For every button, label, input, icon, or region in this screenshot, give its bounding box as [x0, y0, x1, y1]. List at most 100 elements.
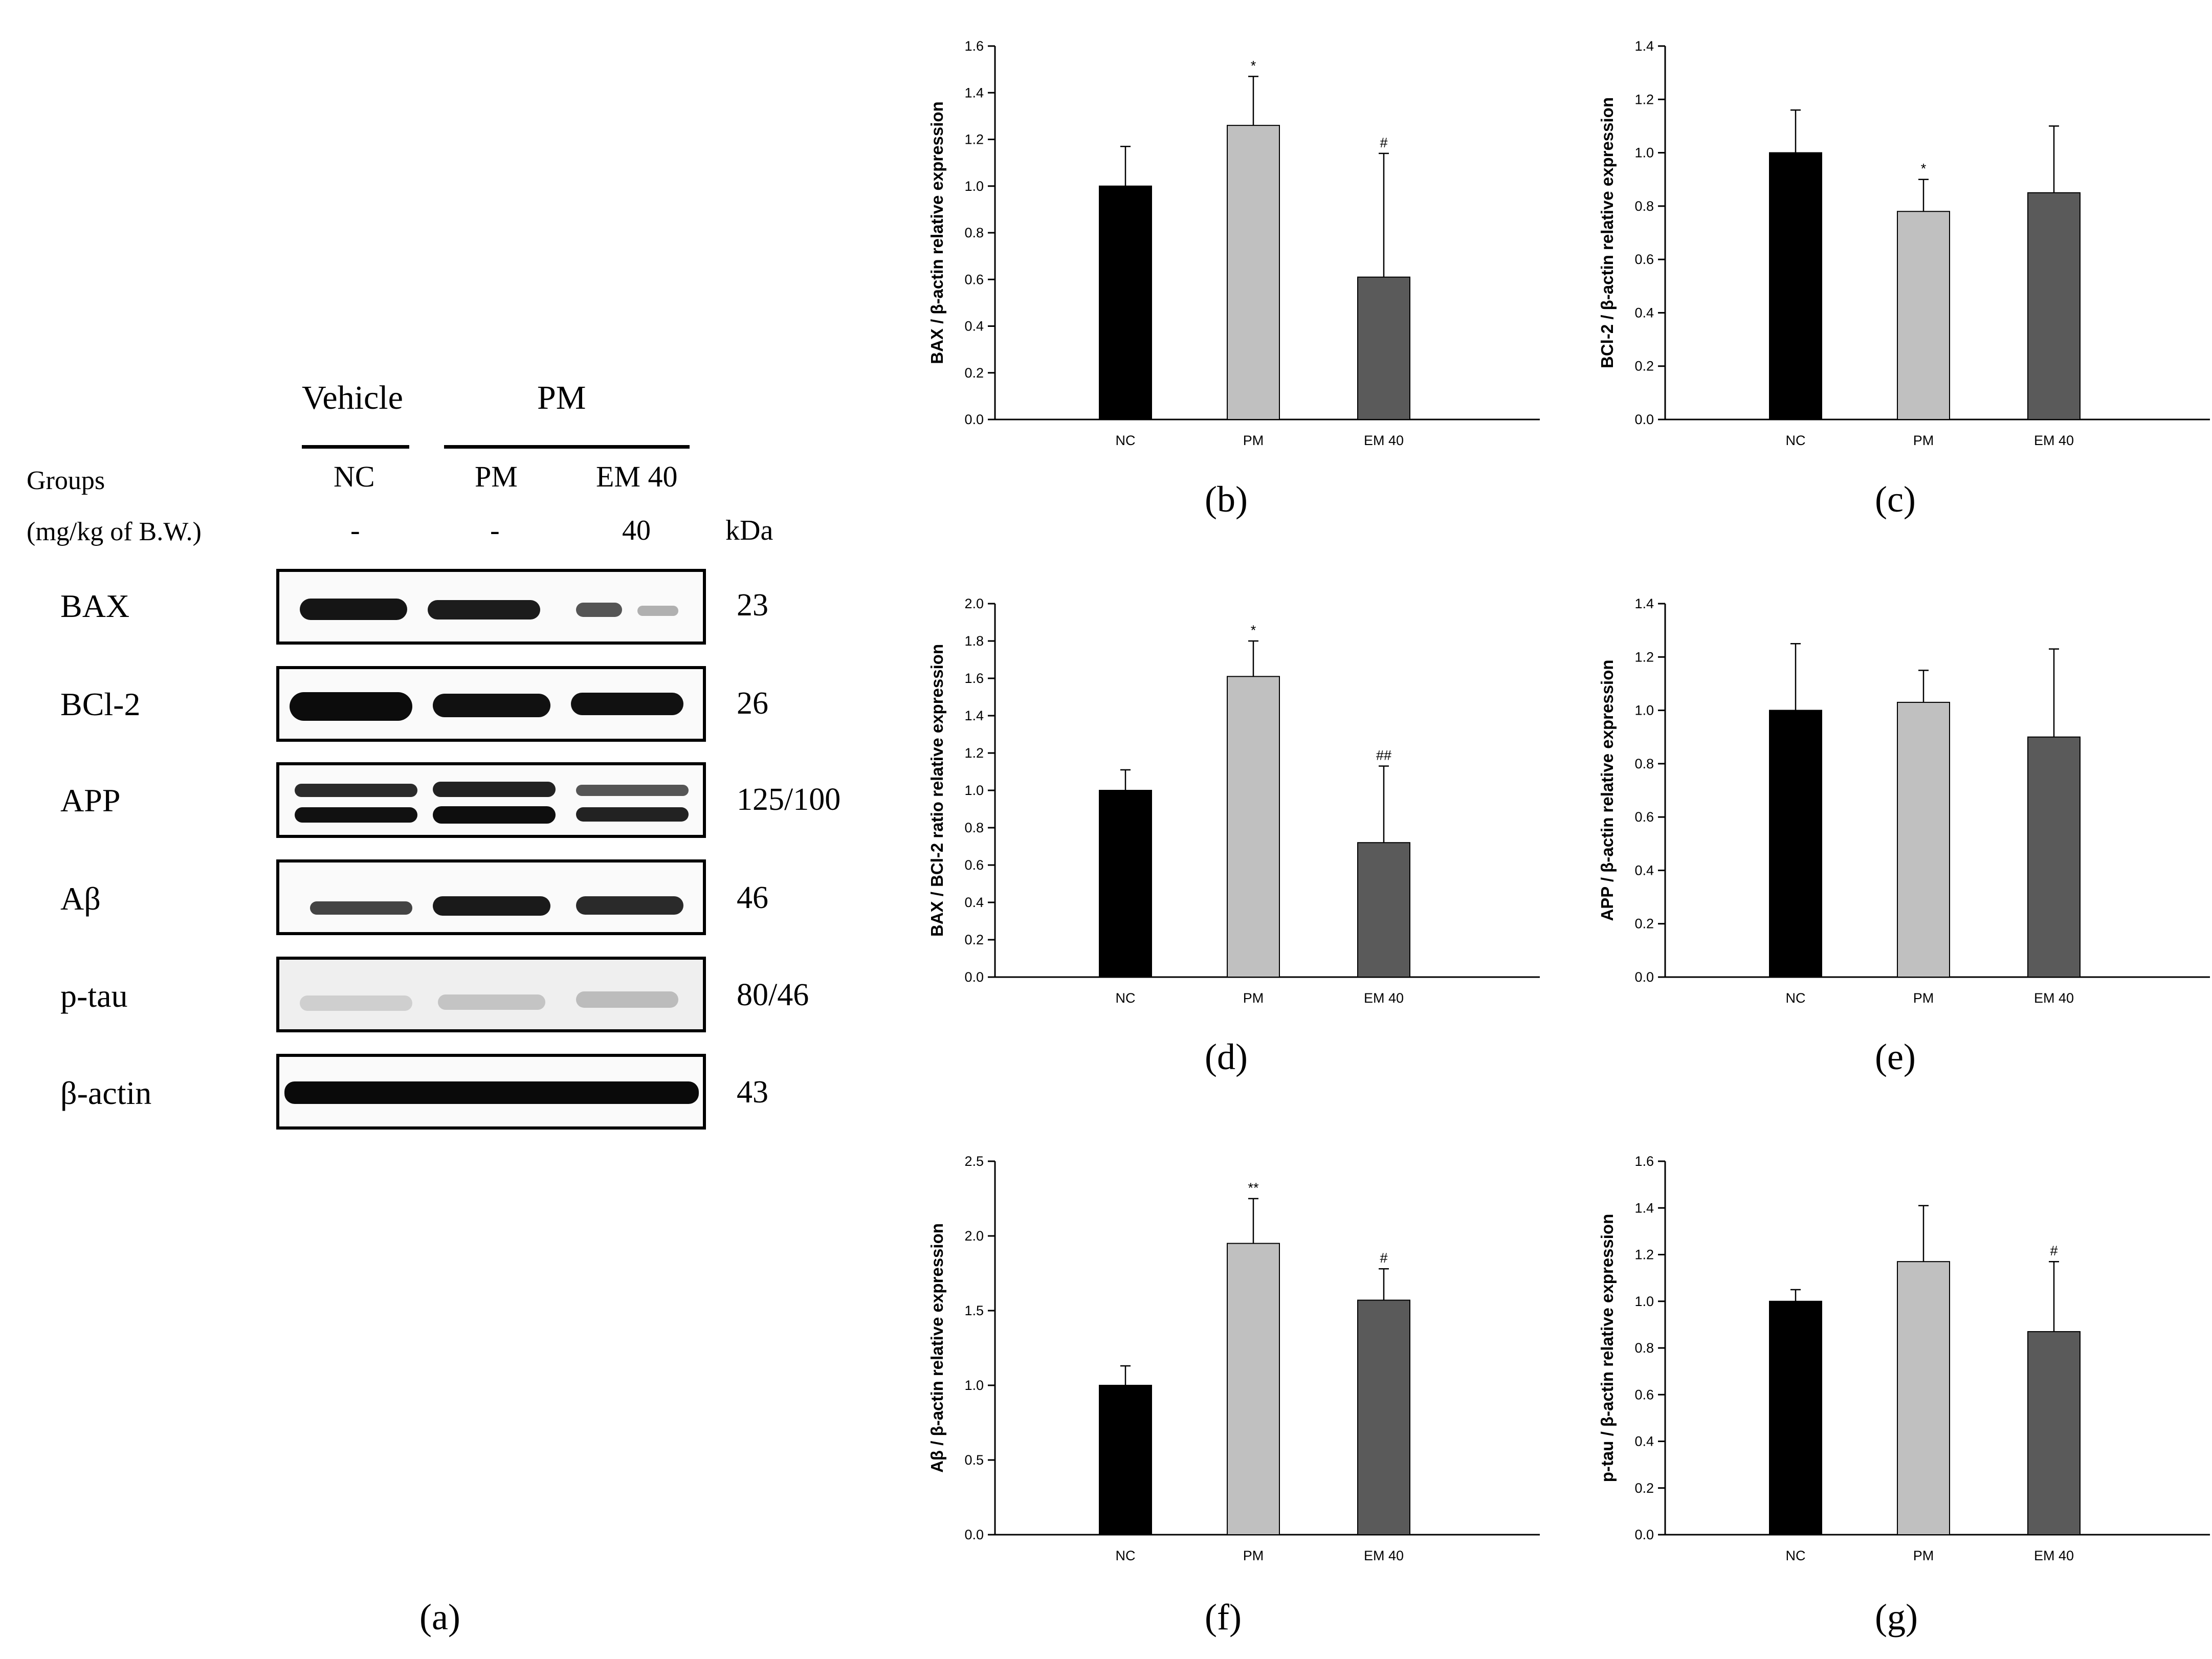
- x-tick-label: NC: [1116, 1548, 1136, 1563]
- y-tick-label: 1.8: [964, 633, 984, 649]
- band: [310, 901, 412, 915]
- y-tick-label: 0.6: [964, 272, 984, 287]
- bar-nc: [1099, 1385, 1152, 1535]
- band: [433, 806, 556, 824]
- y-tick-label: 2.5: [964, 1154, 984, 1169]
- x-tick-label: PM: [1913, 433, 1934, 448]
- x-tick-label: NC: [1116, 433, 1136, 448]
- y-tick-label: 0.2: [964, 932, 984, 947]
- y-tick-label: 1.6: [964, 671, 984, 686]
- protein-label-app: APP: [60, 782, 121, 819]
- band: [571, 693, 683, 715]
- blot-strip-bax: [276, 569, 706, 645]
- x-tick-label: EM 40: [1364, 1548, 1404, 1563]
- y-tick-label: 2.0: [964, 596, 984, 611]
- band: [300, 599, 407, 620]
- x-tick-label: EM 40: [2034, 1548, 2074, 1563]
- band: [576, 785, 689, 796]
- y-axis-label: p-tau / β-actin relative expression: [1598, 1214, 1617, 1482]
- kda-bax: 23: [737, 588, 768, 623]
- y-tick-label: 1.5: [964, 1303, 984, 1318]
- y-tick-label: 1.0: [964, 179, 984, 194]
- vehicle-header-rule: [302, 445, 409, 449]
- band: [428, 600, 540, 620]
- bar-em40: [1357, 1299, 1410, 1535]
- blot-strip-abeta: [276, 859, 706, 935]
- y-tick-label: 0.2: [1634, 359, 1654, 374]
- y-tick-label: 1.4: [964, 708, 984, 723]
- significance-label: #: [1380, 1250, 1387, 1266]
- blot-strip-ptau: [276, 957, 706, 1032]
- bar-pm: [1227, 125, 1280, 420]
- chart-f: 0.0 0.5 1.0 1.5 2.0 2.5 Aβ / β-actin relative …: [927, 1154, 1540, 1563]
- bar-em40: [2027, 192, 2081, 420]
- protein-label-bax: BAX: [60, 588, 130, 624]
- panel-label-e: (e): [1875, 1036, 1916, 1077]
- bar-pm: [1227, 1243, 1280, 1536]
- kda-beta-actin: 43: [737, 1075, 768, 1110]
- y-tick-label: 0.2: [1634, 1480, 1654, 1496]
- y-tick-label: 0.4: [1634, 1434, 1654, 1449]
- significance-label: *: [1251, 623, 1256, 638]
- significance-label: ##: [1376, 748, 1391, 763]
- band: [295, 807, 417, 823]
- x-tick-label: PM: [1913, 990, 1934, 1006]
- bar-nc: [1099, 790, 1152, 978]
- kda-abeta: 46: [737, 880, 768, 915]
- y-tick-label: 0.0: [964, 1527, 984, 1542]
- band: [290, 692, 412, 721]
- x-tick-label: EM 40: [1364, 433, 1404, 448]
- y-tick-label: 0.0: [964, 969, 984, 985]
- x-tick-label: EM 40: [1364, 990, 1404, 1006]
- protein-label-bcl2: BCl-2: [60, 686, 141, 722]
- kda-app: 125/100: [737, 782, 841, 817]
- y-tick-label: 1.2: [964, 132, 984, 147]
- groups-label: Groups: [27, 466, 105, 495]
- lane-dose-pm: -: [490, 515, 500, 546]
- y-tick-label: 0.2: [964, 365, 984, 381]
- y-axis-label: BAX / β-actin relative expression: [927, 101, 946, 364]
- y-tick-label: 0.4: [964, 319, 984, 334]
- bar-pm: [1227, 676, 1280, 978]
- y-tick-label: 1.2: [1634, 649, 1654, 665]
- bar-nc: [1769, 1300, 1822, 1535]
- pm-header: PM: [537, 379, 586, 416]
- band: [637, 606, 678, 616]
- blot-strip-bcl2: [276, 666, 706, 742]
- y-tick-label: 2.0: [964, 1228, 984, 1244]
- kda-bcl2: 26: [737, 686, 768, 721]
- band: [576, 807, 689, 822]
- y-axis-label: Aβ / β-actin relative expression: [927, 1223, 946, 1473]
- panel-label-d: (d): [1205, 1036, 1248, 1077]
- band: [433, 896, 550, 916]
- y-tick-label: 0.0: [964, 412, 984, 427]
- protein-label-abeta: Aβ: [60, 880, 101, 917]
- band: [438, 994, 545, 1010]
- protein-label-ptau: p-tau: [60, 978, 128, 1014]
- y-tick-label: 1.4: [1634, 38, 1654, 54]
- x-tick-label: NC: [1116, 990, 1136, 1006]
- band: [576, 991, 678, 1008]
- y-tick-label: 0.6: [1634, 809, 1654, 825]
- x-tick-label: PM: [1243, 1548, 1264, 1563]
- significance-label: *: [1251, 58, 1256, 73]
- y-tick-label: 0.0: [1634, 412, 1654, 427]
- panel-label-f: (f): [1205, 1597, 1242, 1638]
- bar-nc: [1099, 185, 1152, 420]
- chart-e: 0.0 0.2 0.4 0.6 0.8 1.0 1.2 1.4 APP / β-actin re…: [1598, 596, 2210, 1006]
- lane-name-em40: EM 40: [596, 460, 678, 493]
- band: [295, 784, 417, 797]
- bar-em40: [1357, 276, 1410, 420]
- x-tick-label: PM: [1913, 1548, 1934, 1563]
- x-tick-label: NC: [1786, 1548, 1806, 1563]
- x-tick-label: PM: [1243, 433, 1264, 448]
- y-tick-label: 1.6: [964, 38, 984, 54]
- vehicle-header: Vehicle: [302, 379, 403, 416]
- chart-g: 0.0 0.2 0.4 0.6 0.8 1.0 1.2 1.4 1.6 p-tau / β-act…: [1598, 1154, 2210, 1563]
- y-tick-label: 0.4: [1634, 305, 1654, 320]
- significance-label: #: [2050, 1243, 2058, 1258]
- band: [576, 896, 683, 915]
- pm-header-rule: [444, 445, 690, 449]
- x-tick-label: EM 40: [2034, 990, 2074, 1006]
- bar-em40: [2027, 1331, 2081, 1535]
